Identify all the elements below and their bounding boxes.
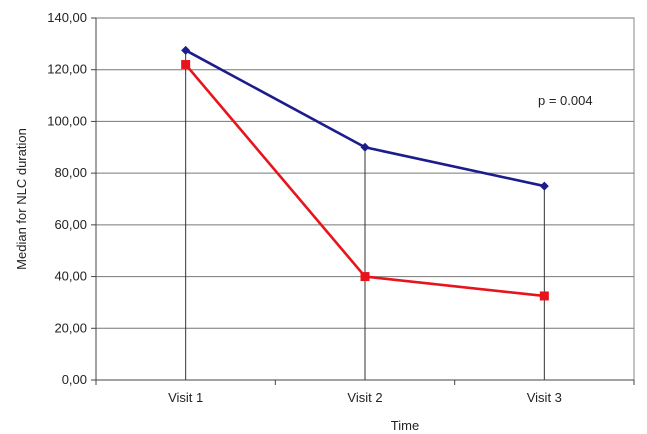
data-point-marker	[539, 291, 549, 301]
x-tick-label: Visit 1	[168, 390, 203, 405]
data-point-marker	[360, 142, 370, 152]
y-tick-labels: 0,00 20,00 40,00 60,00 80,00 100,00 120,00 140,…	[47, 10, 87, 387]
x-tick-label: Visit 2	[347, 390, 382, 405]
y-tick-label: 100,00	[47, 113, 87, 128]
series-markers	[181, 45, 549, 301]
y-tick-label: 120,00	[47, 62, 87, 77]
category-drop-lines	[185, 50, 545, 380]
data-point-marker	[539, 181, 549, 191]
data-point-marker	[181, 60, 191, 70]
axes	[91, 17, 635, 385]
y-tick-label: 0,00	[62, 372, 87, 387]
y-tick-label: 20,00	[54, 320, 87, 335]
y-tick-label: 40,00	[54, 269, 87, 284]
x-axis-title: Time	[391, 418, 419, 433]
y-tick-label: 140,00	[47, 10, 87, 25]
y-tick-label: 80,00	[54, 165, 87, 180]
y-axis-title: Median for NLC duration	[14, 128, 29, 270]
x-tick-labels: Visit 1 Visit 2 Visit 3	[168, 390, 562, 405]
y-tick-label: 60,00	[54, 217, 87, 232]
p-value-annotation: p = 0.004	[538, 93, 593, 108]
data-point-marker	[360, 272, 370, 282]
x-tick-label: Visit 3	[527, 390, 562, 405]
data-point-marker	[181, 45, 191, 55]
